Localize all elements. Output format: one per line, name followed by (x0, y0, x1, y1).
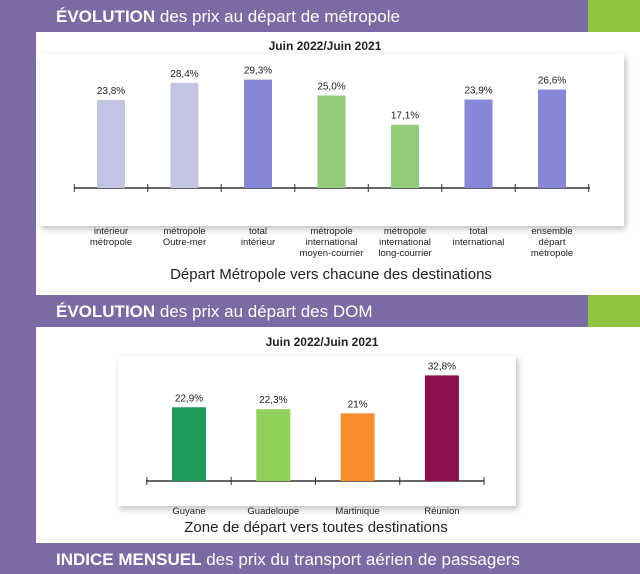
category-label: métropole (531, 248, 573, 259)
bar (244, 79, 272, 188)
data-label: 22,9% (175, 393, 203, 404)
data-label: 21% (348, 399, 368, 410)
category-label: total (249, 226, 267, 237)
chart-caption-metropole: Départ Métropole vers chacune des destin… (170, 266, 492, 283)
data-label: 17,1% (391, 111, 419, 122)
data-label: 26,6% (538, 76, 566, 87)
bar (172, 407, 206, 481)
bar (317, 95, 346, 188)
category-label: international (306, 237, 358, 248)
bar (391, 124, 419, 188)
category-label: international (453, 237, 505, 248)
left-bar (0, 327, 36, 543)
section-title-bold: ÉVOLUTION (56, 302, 156, 321)
category-label: total (470, 226, 488, 237)
chart-caption-dom: Zone de départ vers toutes destinations (184, 519, 448, 536)
data-label: 23,8% (97, 86, 125, 97)
section-title-bold: INDICE MENSUEL (56, 550, 202, 569)
section-title-rest: des prix au départ de métropole (155, 7, 400, 26)
category-label: Martinique (335, 506, 379, 517)
category-label: ensemble (531, 226, 572, 237)
section-title: ÉVOLUTION des prix au départ des DOM (56, 302, 373, 322)
data-label: 22,3% (259, 395, 287, 406)
chart-title-dom: Juin 2022/Juin 2021 (265, 335, 379, 349)
section-title-rest: des prix au départ des DOM (155, 302, 373, 321)
data-label: 29,3% (244, 66, 272, 77)
category-label: métropole (384, 226, 426, 237)
data-label: 23,9% (464, 86, 492, 97)
accent-tab (588, 0, 640, 32)
data-label: 25,0% (317, 82, 345, 93)
category-label: départ (539, 237, 566, 248)
bar (538, 89, 566, 188)
bar (424, 375, 459, 481)
category-label: intérieur (94, 226, 128, 237)
section-header-indice: INDICE MENSUEL des prix du transport aér… (0, 543, 640, 574)
data-label: 32,8% (428, 361, 456, 372)
chart-title-metropole: Juin 2022/Juin 2021 (268, 39, 382, 53)
category-label: intérieur (241, 237, 275, 248)
section-title: INDICE MENSUEL des prix du transport aér… (56, 550, 520, 570)
left-bar (0, 32, 36, 295)
category-label: métropole (163, 226, 205, 237)
category-label: Guyane (172, 506, 205, 517)
category-label: métropole (90, 237, 132, 248)
bar (464, 99, 493, 188)
bar (170, 82, 199, 188)
data-label: 28,4% (170, 69, 198, 80)
category-label: Réunion (424, 506, 459, 517)
bar (340, 413, 375, 481)
section-title-bold: ÉVOLUTION (56, 7, 156, 26)
bar (97, 99, 125, 188)
bar (256, 409, 291, 481)
section-title-rest: des prix du transport aérien de passager… (201, 550, 520, 569)
category-label: long-courrier (378, 248, 431, 259)
category-label: international (379, 237, 431, 248)
category-label: moyen-courrier (300, 248, 364, 259)
section-title: ÉVOLUTION des prix au départ de métropol… (56, 7, 400, 27)
bar-chart-metropole: 23,8%intérieurmétropole28,4%métropoleOut… (73, 66, 590, 259)
category-label: Outre-mer (163, 237, 206, 248)
accent-tab (588, 295, 640, 327)
category-label: métropole (310, 226, 352, 237)
section-header-metropole: ÉVOLUTION des prix au départ de métropol… (0, 0, 640, 32)
category-label: Guadeloupe (247, 506, 299, 517)
section-header-dom: ÉVOLUTION des prix au départ des DOM (0, 295, 640, 327)
